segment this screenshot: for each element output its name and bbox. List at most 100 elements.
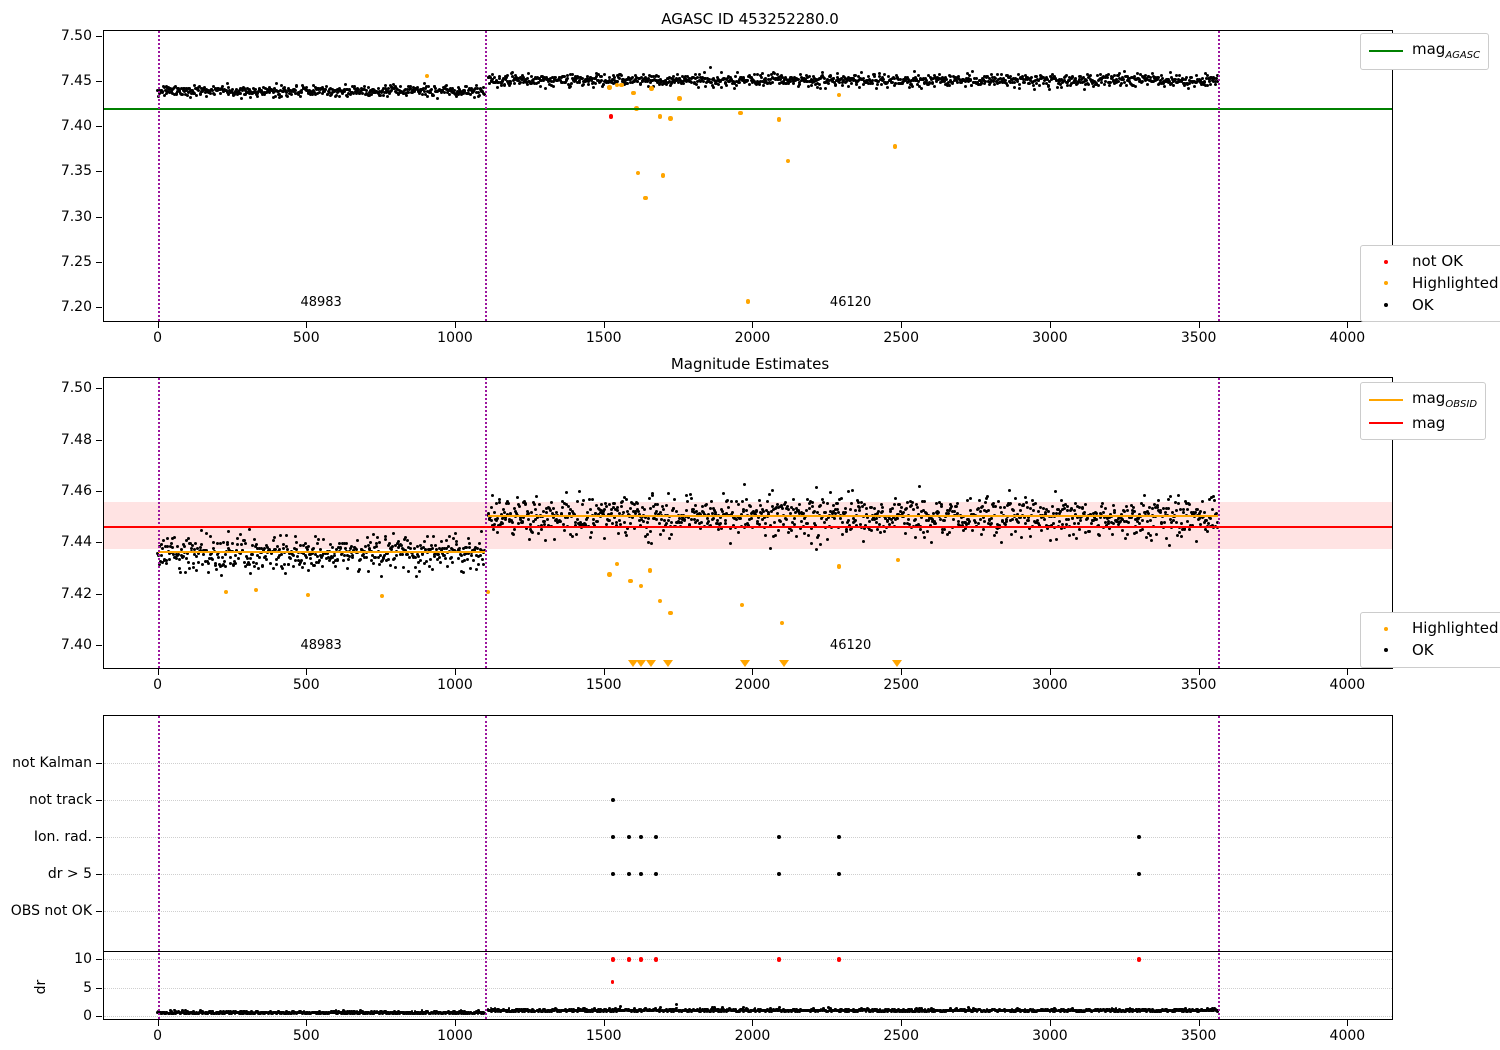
- ok-point: [1123, 81, 1127, 85]
- ok-point: [654, 510, 658, 514]
- ok-point: [515, 511, 518, 515]
- ok-point: [188, 567, 192, 571]
- ok-point: [288, 551, 292, 555]
- ok-point: [814, 548, 818, 552]
- ok-point: [162, 93, 166, 97]
- legend-label-ok-2: OK: [1412, 640, 1434, 659]
- ok-point: [237, 89, 241, 93]
- ok-point: [492, 527, 496, 531]
- obsid-divider-line: [1217, 378, 1220, 668]
- ok-point: [618, 511, 622, 515]
- ok-point: [245, 554, 249, 558]
- highlighted-point: [668, 116, 673, 121]
- ok-point: [894, 497, 898, 501]
- ok-point: [673, 498, 677, 502]
- ok-point: [1106, 73, 1110, 77]
- ok-point: [260, 91, 264, 95]
- ok-point: [762, 81, 766, 85]
- ok-point: [1169, 75, 1173, 79]
- ok-point: [354, 87, 358, 91]
- ok-point: [1193, 84, 1197, 88]
- ok-point: [999, 72, 1003, 76]
- ok-point: [570, 73, 574, 77]
- ok-point: [544, 538, 548, 542]
- ok-point: [1072, 509, 1076, 513]
- ok-point: [392, 87, 396, 91]
- ok-point: [545, 507, 549, 511]
- ok-point: [669, 532, 673, 536]
- ok-point: [1008, 488, 1012, 492]
- ok-point: [336, 546, 340, 550]
- highlighted-point: [305, 592, 310, 598]
- ok-point: [436, 553, 440, 557]
- ok-point: [821, 500, 825, 504]
- ok-point: [675, 510, 679, 514]
- ok-point: [204, 87, 208, 91]
- x-tick-label: 4000: [1329, 330, 1366, 346]
- legend-mag-lines: magOBSID mag: [1360, 382, 1487, 441]
- ok-point: [1090, 79, 1094, 83]
- ok-point: [277, 548, 281, 552]
- ok-point: [989, 81, 993, 85]
- ok-point: [700, 520, 704, 524]
- ok-point: [279, 533, 283, 537]
- ok-point: [1073, 77, 1077, 81]
- ok-point: [390, 89, 394, 93]
- legend-mag-agasc: magAGASC: [1360, 33, 1490, 70]
- ok-point: [576, 76, 580, 80]
- ok-point: [1081, 75, 1085, 79]
- ok-point: [445, 546, 449, 550]
- ok-point: [972, 77, 976, 81]
- ok-point: [457, 86, 461, 90]
- ok-point: [1159, 79, 1163, 83]
- ok-point: [815, 485, 819, 489]
- x-tick-mark: [603, 669, 605, 675]
- ok-point: [299, 561, 303, 565]
- ok-point: [553, 537, 557, 541]
- ok-point: [727, 79, 731, 83]
- ok-point: [192, 548, 196, 552]
- ok-point: [497, 81, 501, 85]
- highlighted-point: [619, 82, 624, 88]
- ok-point: [521, 77, 525, 81]
- ok-point: [498, 76, 502, 80]
- ok-point: [670, 76, 674, 80]
- ok-point: [282, 90, 286, 94]
- ok-point: [326, 93, 330, 97]
- ok-point: [1005, 84, 1009, 88]
- ok-point: [461, 92, 465, 96]
- ok-point: [493, 75, 497, 79]
- ok-point: [275, 82, 279, 86]
- flag-gridline: [104, 911, 1392, 912]
- ok-point: [532, 82, 536, 86]
- ok-point: [704, 84, 708, 88]
- ok-point: [812, 75, 816, 78]
- ok-point: [261, 564, 265, 568]
- legend-item-mag-obsid: magOBSID: [1369, 388, 1477, 413]
- ok-point: [1132, 505, 1135, 509]
- ok-point: [280, 94, 284, 98]
- ok-point: [768, 78, 772, 81]
- ok-point: [519, 516, 523, 520]
- ok-point: [523, 499, 527, 503]
- ok-point: [255, 547, 259, 551]
- ok-point: [250, 553, 254, 557]
- ok-point: [388, 563, 392, 567]
- ok-point: [1083, 79, 1087, 83]
- ok-point: [708, 77, 712, 81]
- ok-point: [531, 531, 535, 535]
- ok-point: [623, 496, 627, 500]
- ok-point: [768, 493, 772, 497]
- ok-point: [1211, 80, 1215, 84]
- ok-point: [699, 527, 703, 531]
- ok-point: [502, 507, 505, 511]
- ok-point: [444, 88, 448, 92]
- ok-point: [262, 548, 266, 552]
- ok-point: [1109, 80, 1113, 84]
- ok-point: [274, 95, 278, 99]
- ok-point: [343, 90, 347, 94]
- ok-point: [531, 77, 535, 81]
- ok-point: [272, 539, 276, 543]
- ok-point: [212, 85, 216, 88]
- ok-point: [285, 94, 289, 98]
